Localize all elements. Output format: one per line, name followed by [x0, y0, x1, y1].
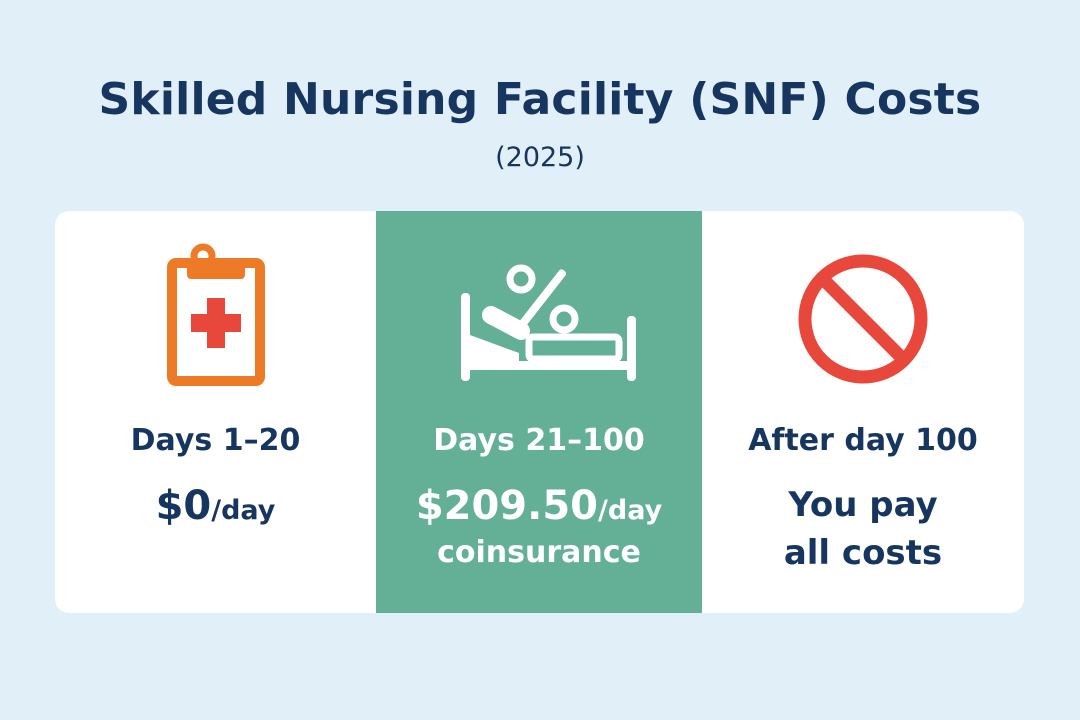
- cost-card: Days 1–20 $0/day Days 21–100: [55, 211, 1024, 613]
- cost-unit: /day: [211, 495, 276, 526]
- cost-statement: You pay all costs: [702, 481, 1024, 577]
- cost-statement-line-1: You pay: [788, 485, 938, 525]
- hospital-bed-percent-icon: [376, 241, 702, 391]
- days-range-label: After day 100: [748, 423, 978, 458]
- daily-cost: $0/day: [55, 481, 376, 539]
- page-subtitle: (2025): [495, 142, 585, 173]
- cost-amount: $209.50: [415, 483, 598, 529]
- page-title: Skilled Nursing Facility (SNF) Costs: [98, 74, 982, 125]
- cost-statement-line-2: all costs: [783, 533, 943, 573]
- coinsurance-note: coinsurance: [437, 535, 641, 570]
- clipboard-medical-icon: [55, 241, 376, 391]
- panel-days-21-100: Days 21–100 $209.50/day coinsurance: [376, 211, 702, 613]
- panel-days-1-20: Days 1–20 $0/day: [55, 211, 376, 613]
- cost-amount: $0: [155, 483, 212, 529]
- cost-unit: /day: [598, 495, 663, 526]
- daily-cost: $209.50/day: [376, 481, 702, 539]
- days-range-label: Days 21–100: [433, 423, 645, 458]
- prohibited-icon: [702, 241, 1024, 391]
- days-range-label: Days 1–20: [130, 423, 301, 458]
- panel-after-day-100: After day 100 You pay all costs: [702, 211, 1024, 613]
